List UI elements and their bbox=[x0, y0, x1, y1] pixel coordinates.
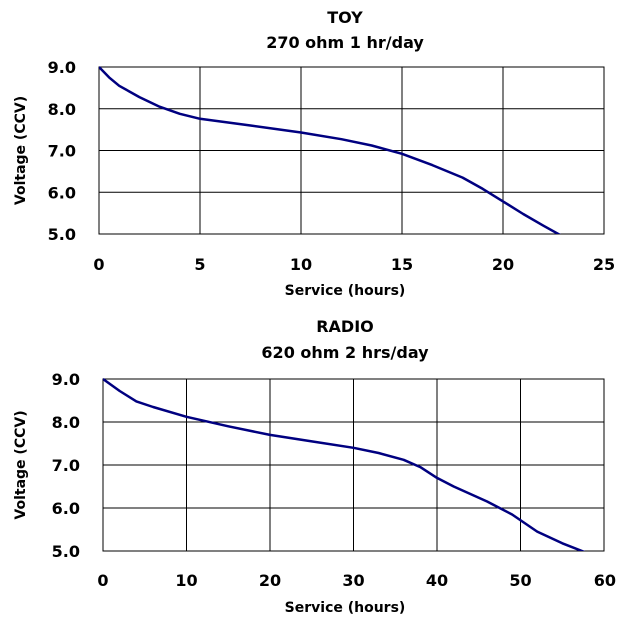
y-tick-label: 5.0 bbox=[48, 225, 76, 244]
y-tick-label: 9.0 bbox=[52, 370, 80, 389]
y-tick-label: 9.0 bbox=[48, 58, 76, 77]
x-tick-label: 25 bbox=[593, 255, 615, 274]
chart-subtitle: 620 ohm 2 hrs/day bbox=[261, 343, 429, 362]
x-tick-label: 20 bbox=[259, 571, 281, 590]
plot-area-border bbox=[98, 66, 605, 235]
plot-area-border bbox=[102, 378, 605, 552]
x-tick-label: 40 bbox=[426, 571, 448, 590]
x-tick-label: 5 bbox=[194, 255, 205, 274]
y-tick-label: 8.0 bbox=[52, 413, 80, 432]
x-tick-label: 15 bbox=[391, 255, 413, 274]
y-tick-label: 7.0 bbox=[48, 142, 76, 161]
chart-1: TOY 270 ohm 1 hr/day 0 5 10 15 20 25 9.0 8.0 7.0 6.… bbox=[13, 8, 615, 299]
x-tick-label: 0 bbox=[93, 255, 104, 274]
series-line bbox=[103, 377, 586, 551]
x-axis-label: Service (hours) bbox=[285, 600, 406, 616]
x-tick-label: 20 bbox=[492, 255, 514, 274]
chart-title: RADIO bbox=[316, 317, 374, 336]
x-tick-label: 10 bbox=[175, 571, 197, 590]
y-tick-label: 6.0 bbox=[52, 499, 80, 518]
chart-subtitle: 270 ohm 1 hr/day bbox=[266, 33, 424, 52]
chart-title: TOY bbox=[327, 8, 363, 27]
series-line bbox=[99, 66, 561, 234]
x-axis-label: Service (hours) bbox=[285, 283, 406, 299]
grid bbox=[102, 378, 605, 552]
grid bbox=[98, 66, 605, 235]
y-tick-label: 7.0 bbox=[52, 456, 80, 475]
y-axis-label: Voltage (CCV) bbox=[13, 410, 29, 519]
x-tick-label: 30 bbox=[342, 571, 364, 590]
chart-2: RADIO 620 ohm 2 hrs/day 0 10 20 30 40 50 60 9.0 8.… bbox=[13, 317, 616, 616]
y-tick-label: 6.0 bbox=[48, 183, 76, 202]
x-tick-label: 10 bbox=[290, 255, 312, 274]
x-tick-label: 0 bbox=[97, 571, 108, 590]
y-tick-label: 8.0 bbox=[48, 100, 76, 119]
x-tick-label: 50 bbox=[509, 571, 531, 590]
x-tick-label: 60 bbox=[594, 571, 616, 590]
y-tick-label: 5.0 bbox=[52, 542, 80, 561]
y-axis-label: Voltage (CCV) bbox=[13, 96, 29, 205]
